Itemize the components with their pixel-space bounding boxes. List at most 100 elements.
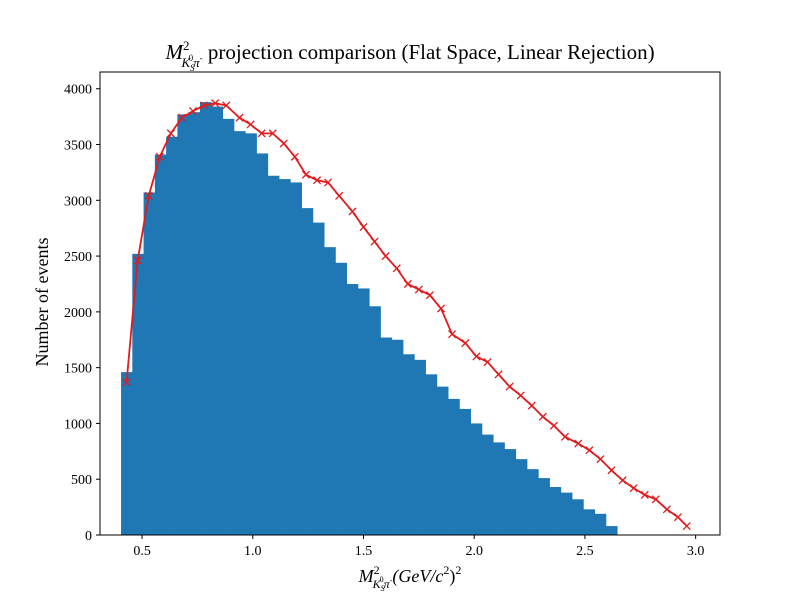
data-point-marker [425, 291, 434, 300]
y-tick-label: 2500 [64, 250, 92, 265]
histogram-bar [177, 114, 190, 536]
histogram-bar [470, 423, 483, 535]
y-tick-label: 500 [71, 473, 92, 488]
title-symbol: M [164, 40, 184, 64]
xlabel-close: ) [449, 566, 455, 587]
histogram-bar [571, 499, 584, 535]
histogram-bar [447, 398, 460, 535]
data-point-marker [257, 129, 266, 138]
histogram-bar [211, 106, 224, 535]
xlabel-symbol: M [358, 566, 375, 586]
axes-frame [99, 71, 721, 536]
plot-area: 0.5 1.0 1.5 2.0 2.5 3.0 0 500 1000 1500 2000 2500 30… [64, 71, 721, 559]
histogram-bar [323, 247, 336, 535]
title-sub-sub: S [190, 63, 195, 73]
histogram-bar [290, 182, 302, 535]
histogram-bar [549, 487, 562, 535]
x-tick-label: 2.5 [576, 544, 594, 559]
histogram-bar [222, 118, 235, 535]
title-sub-tail: π [193, 55, 200, 70]
histogram-bar [504, 449, 517, 535]
histogram-bar [335, 262, 348, 535]
histogram-bar [459, 408, 472, 535]
y-axis-label: Number of events [32, 238, 52, 367]
data-point-marker [268, 129, 277, 138]
title-sub-sup: 0 [189, 53, 194, 63]
histogram-bar [121, 372, 133, 535]
data-point-marker [483, 358, 492, 367]
xlabel-units: (GeV/c [392, 566, 443, 587]
data-point-marker [596, 455, 605, 464]
data-point-marker [607, 466, 616, 475]
histogram-bar [256, 153, 269, 536]
xlabel-sub-sup: 0 [380, 575, 384, 584]
y-tick-label: 4000 [64, 83, 92, 98]
histogram-bar [245, 133, 257, 535]
data-point-marker [279, 139, 288, 148]
y-tick-label: 0 [85, 529, 92, 544]
histogram-bar [368, 306, 381, 535]
y-tick-label: 3500 [64, 139, 92, 154]
y-tick-label: 3000 [64, 194, 92, 209]
data-point-marker [673, 513, 682, 522]
data-point-marker [527, 401, 536, 410]
data-point-marker [574, 439, 583, 448]
data-point-marker [290, 152, 299, 161]
data-point-marker [585, 446, 594, 455]
title-symbol-sup: 2 [183, 38, 190, 53]
histogram-bar [143, 192, 156, 535]
data-point-marker [392, 264, 401, 273]
data-point-marker [166, 129, 175, 138]
x-axis-label: M2 KS0π-(GeV/c2)2 [358, 563, 462, 593]
data-point-marker [472, 352, 481, 361]
data-point-marker [301, 170, 310, 179]
data-point-marker [324, 178, 333, 187]
x-tick-label: 0.5 [133, 544, 151, 559]
histogram-bar [301, 208, 314, 535]
data-point-marker [246, 120, 255, 129]
xlabel-units-sup: 2 [443, 563, 449, 577]
data-point-marker [155, 152, 164, 161]
xlabel-sub-main: K [372, 577, 382, 591]
data-point-marker [516, 391, 525, 400]
x-tick-label: 1.5 [355, 544, 373, 559]
data-point-marker [505, 382, 514, 391]
histogram-bar [594, 513, 607, 535]
histogram-bar [199, 102, 212, 535]
data-point-marker [494, 370, 503, 379]
histogram-bar [605, 526, 618, 535]
data-point-marker [682, 522, 691, 531]
histogram-bar [402, 354, 415, 535]
histogram-bar [346, 283, 359, 535]
data-point-marker [381, 252, 390, 261]
title-sub-main: K [180, 55, 191, 70]
histogram-bar [414, 359, 426, 535]
chart-title: M2 KS0π- projection comparison (Flat Spac… [164, 38, 654, 73]
data-point-marker [177, 113, 186, 122]
data-point-marker [200, 101, 209, 110]
histogram-bar [436, 386, 449, 535]
x-tick-label: 1.0 [244, 544, 262, 559]
histogram-bar [357, 288, 370, 535]
y-tick-label: 1000 [64, 417, 92, 432]
data-point-marker [651, 495, 660, 504]
data-point-marker [133, 256, 142, 265]
histogram-bar [166, 136, 178, 535]
histogram-bar [312, 222, 325, 536]
data-point-marker [312, 176, 322, 185]
histogram-bar [267, 175, 280, 535]
histogram-bar [526, 469, 539, 535]
histogram-bar [538, 478, 550, 535]
data-point-marker [370, 237, 379, 246]
data-point-marker [403, 279, 412, 289]
histogram-bar [154, 154, 167, 536]
data-point-marker [235, 113, 244, 122]
histogram-bar [132, 253, 145, 535]
histogram-bar [583, 509, 596, 535]
histogram-bar [560, 492, 573, 535]
data-point-marker [618, 476, 627, 485]
histogram-bar [481, 434, 494, 535]
xlabel-sub-tail: π [384, 577, 391, 591]
data-point-marker [461, 339, 470, 348]
x-tick-label: 3.0 [687, 544, 705, 559]
